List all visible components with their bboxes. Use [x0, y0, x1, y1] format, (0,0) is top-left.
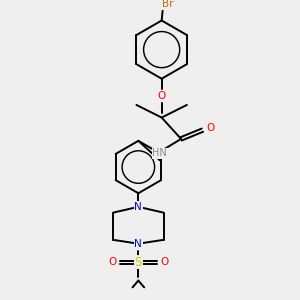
Text: N: N	[134, 202, 142, 212]
Text: O: O	[158, 91, 166, 101]
Text: O: O	[160, 257, 169, 267]
Text: HN: HN	[152, 148, 167, 158]
Text: N: N	[134, 239, 142, 249]
Text: O: O	[108, 257, 116, 267]
Text: Br: Br	[162, 0, 173, 9]
Text: O: O	[206, 123, 214, 133]
Text: S: S	[135, 256, 142, 269]
